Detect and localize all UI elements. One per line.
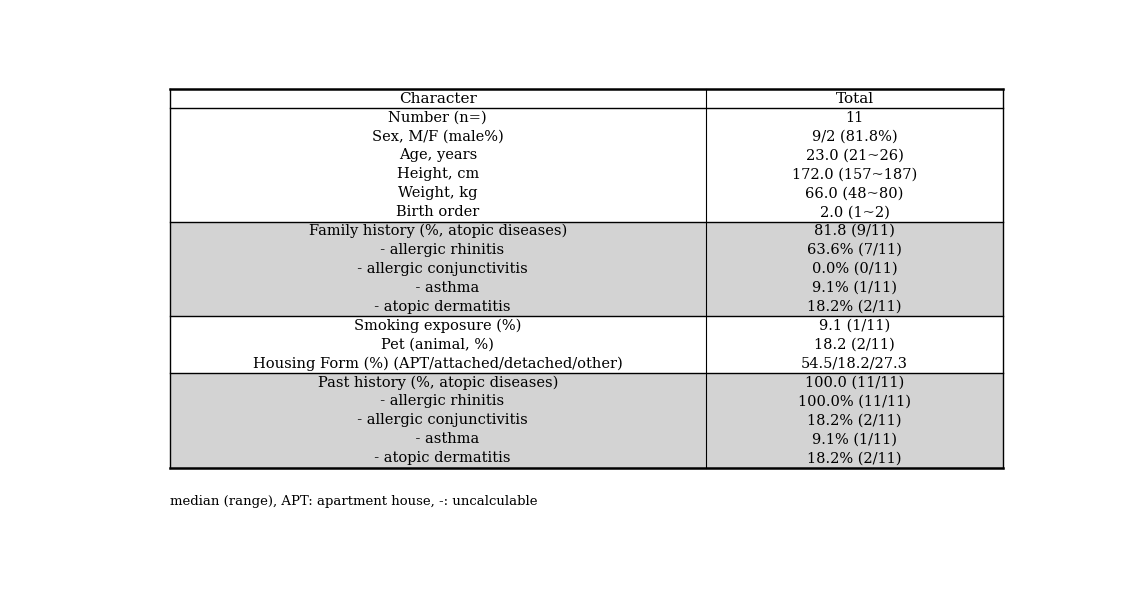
Text: median (range), APT: apartment house, -: uncalculable: median (range), APT: apartment house, -:…: [169, 495, 537, 508]
Text: 9.1% (1/11): 9.1% (1/11): [812, 281, 897, 295]
Text: 9/2 (81.8%): 9/2 (81.8%): [812, 130, 897, 144]
Text: - allergic rhinitis: - allergic rhinitis: [372, 243, 505, 257]
Text: - atopic dermatitis: - atopic dermatitis: [365, 451, 510, 465]
Text: - asthma: - asthma: [397, 281, 479, 295]
Text: Family history (%, atopic diseases): Family history (%, atopic diseases): [309, 224, 567, 239]
Text: Age, years: Age, years: [398, 149, 477, 162]
Text: 63.6% (7/11): 63.6% (7/11): [807, 243, 901, 257]
Text: Birth order: Birth order: [396, 205, 479, 219]
Text: 0.0% (0/11): 0.0% (0/11): [812, 262, 897, 276]
Text: 81.8 (9/11): 81.8 (9/11): [815, 224, 895, 238]
Text: - allergic conjunctivitis: - allergic conjunctivitis: [348, 413, 527, 427]
Text: - asthma: - asthma: [397, 432, 479, 446]
Text: Number (n=): Number (n=): [389, 111, 487, 125]
Bar: [169, 373, 1003, 392]
Text: Pet (animal, %): Pet (animal, %): [381, 337, 494, 352]
Text: 9.1% (1/11): 9.1% (1/11): [812, 432, 897, 446]
Bar: [169, 259, 1003, 278]
Bar: [169, 449, 1003, 468]
Text: Height, cm: Height, cm: [397, 168, 479, 181]
Text: 172.0 (157~187): 172.0 (157~187): [792, 168, 917, 181]
Bar: [169, 392, 1003, 411]
Text: Character: Character: [399, 92, 477, 106]
Bar: [169, 430, 1003, 449]
Text: 18.2% (2/11): 18.2% (2/11): [808, 413, 901, 427]
Text: Housing Form (%) (APT/attached/detached/other): Housing Form (%) (APT/attached/detached/…: [253, 356, 622, 371]
Text: - allergic rhinitis: - allergic rhinitis: [372, 394, 505, 408]
Text: Total: Total: [835, 92, 874, 106]
Text: Smoking exposure (%): Smoking exposure (%): [355, 318, 522, 333]
Text: Weight, kg: Weight, kg: [398, 186, 477, 200]
Text: - allergic conjunctivitis: - allergic conjunctivitis: [348, 262, 527, 276]
Bar: [169, 240, 1003, 259]
Bar: [169, 411, 1003, 430]
Text: 2.0 (1~2): 2.0 (1~2): [819, 205, 889, 219]
Text: 18.2% (2/11): 18.2% (2/11): [808, 451, 901, 465]
Text: 18.2% (2/11): 18.2% (2/11): [808, 300, 901, 314]
Text: 66.0 (48~80): 66.0 (48~80): [805, 186, 904, 200]
Text: 100.0% (11/11): 100.0% (11/11): [799, 394, 911, 408]
Text: 23.0 (21~26): 23.0 (21~26): [805, 149, 904, 162]
Text: 11: 11: [845, 111, 864, 125]
Text: Past history (%, atopic diseases): Past history (%, atopic diseases): [318, 375, 558, 390]
Bar: [169, 221, 1003, 240]
Text: - atopic dermatitis: - atopic dermatitis: [365, 300, 510, 314]
Text: 100.0 (11/11): 100.0 (11/11): [805, 375, 904, 390]
Bar: [169, 297, 1003, 316]
Text: 18.2 (2/11): 18.2 (2/11): [815, 337, 895, 352]
Text: 9.1 (1/11): 9.1 (1/11): [819, 318, 890, 333]
Bar: [169, 278, 1003, 297]
Text: 54.5/18.2/27.3: 54.5/18.2/27.3: [801, 356, 908, 371]
Text: Sex, M/F (male%): Sex, M/F (male%): [372, 130, 503, 144]
